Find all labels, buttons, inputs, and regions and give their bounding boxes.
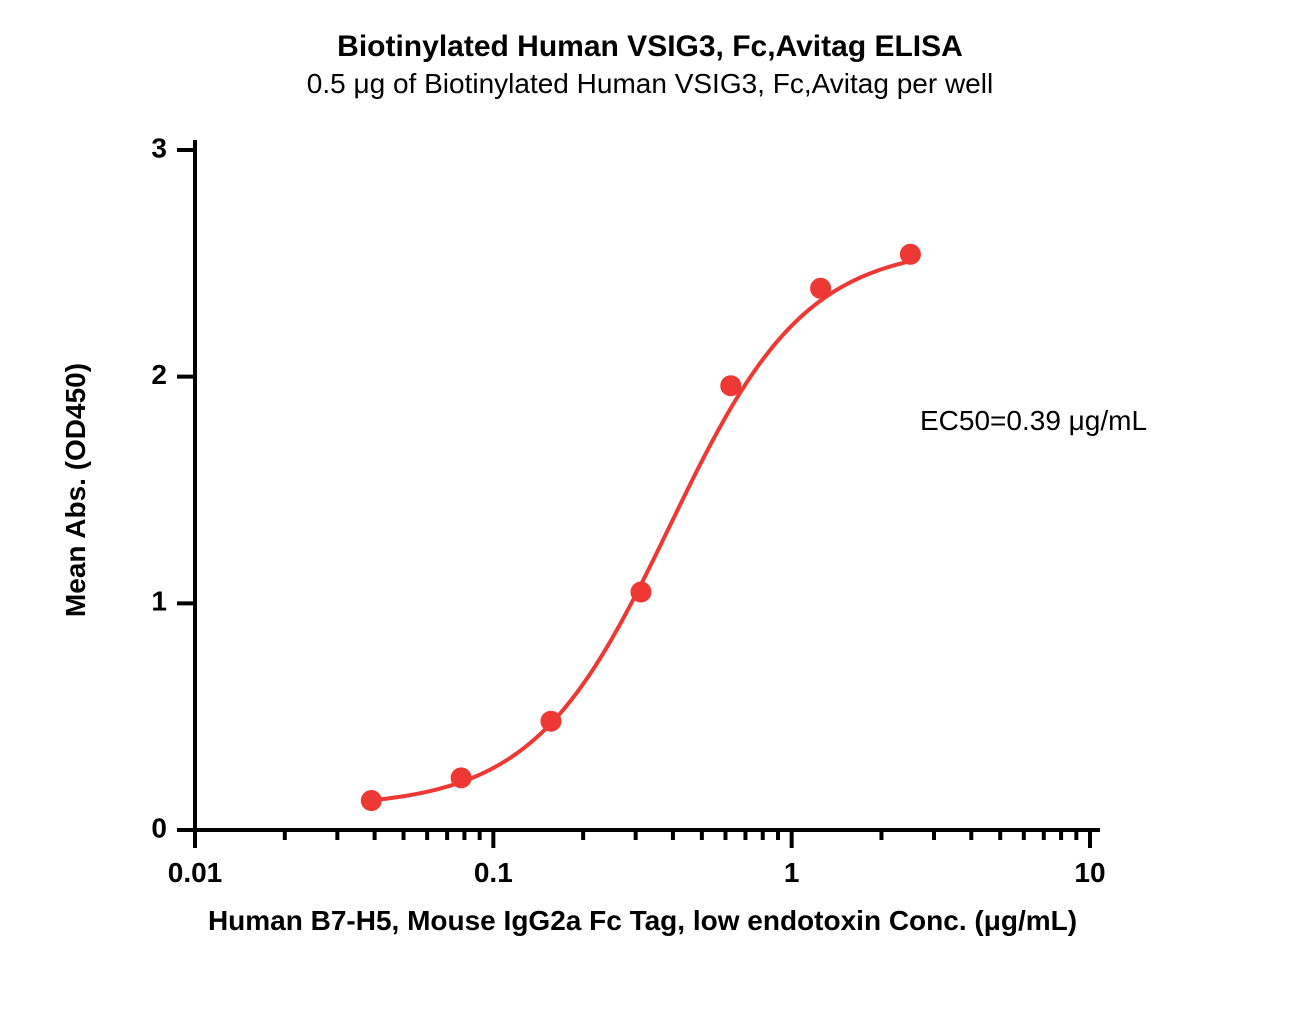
data-point [721,376,741,396]
data-point [900,244,920,264]
y-tick-label: 0 [151,812,167,843]
y-tick-label: 2 [151,359,167,390]
x-tick-label: 0.1 [474,857,513,888]
data-point [541,711,561,731]
x-axis-label: Human B7-H5, Mouse IgG2a Fc Tag, low end… [208,905,1077,936]
x-tick-label: 0.01 [168,857,223,888]
x-tick-label: 10 [1074,857,1105,888]
y-tick-label: 3 [151,132,167,163]
data-point [811,278,831,298]
fit-curve [371,261,910,800]
y-axis-label: Mean Abs. (OD450) [60,363,91,617]
data-point [631,582,651,602]
x-tick-label: 1 [784,857,800,888]
data-point [361,791,381,811]
ec50-annotation: EC50=0.39 μg/mL [920,405,1147,436]
data-point [451,768,471,788]
y-tick-label: 1 [151,586,167,617]
chart-container: Biotinylated Human VSIG3, Fc,Avitag ELIS… [0,0,1300,1032]
plot-svg: 0 1 2 3 0.01 0.1 1 10 Mean Abs. (OD450) Human B7-… [0,0,1300,1032]
